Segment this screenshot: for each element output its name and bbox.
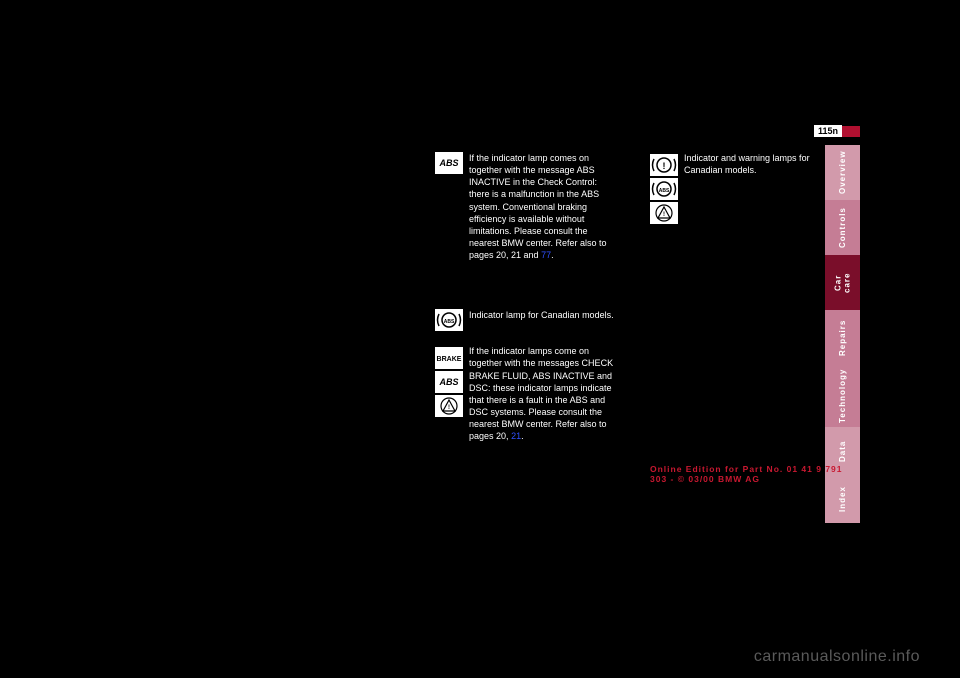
page-number-box: 115n: [814, 125, 860, 137]
column-2: ABS If the indicator lamp comes on toget…: [435, 152, 615, 442]
tab-overview[interactable]: Overview: [825, 145, 860, 200]
svg-text:ABS: ABS: [438, 377, 458, 387]
abs-icon-text: ABS: [439, 158, 458, 168]
canadian-icon-stack: ! ABS !: [650, 154, 678, 226]
svg-text:!: !: [448, 405, 450, 411]
abs-text-block: If the indicator lamp comes on together …: [469, 152, 615, 261]
abs-paragraph: If the indicator lamp comes on together …: [469, 153, 607, 260]
multi-warning-text: If the indicator lamps come on together …: [469, 345, 615, 442]
multi-warning-row: BRAKE ABS ! If the indicator lamps come …: [435, 345, 615, 442]
svg-text:BRAKE: BRAKE: [437, 356, 462, 363]
dsc-triangle-icon: !: [435, 395, 463, 417]
tab-carcare[interactable]: Car care: [825, 255, 860, 310]
brake-warning-icon: !: [650, 154, 678, 176]
canadian-label: Indicator lamp for Canadian models.: [469, 309, 615, 331]
abs-circle-icon: ABS: [650, 178, 678, 200]
abs-row: ABS If the indicator lamp comes on toget…: [435, 152, 615, 261]
svg-text:ABS: ABS: [659, 188, 670, 194]
canadian-abs-row: ABS Indicator lamp for Canadian models.: [435, 309, 615, 331]
warning-icon-stack: BRAKE ABS !: [435, 347, 463, 440]
tab-controls[interactable]: Controls: [825, 200, 860, 255]
page-container: 115n Overview Controls Car care Repairs …: [100, 40, 860, 600]
watermark: carmanualsonline.info: [754, 648, 920, 666]
canadian-triple-row: ! ABS ! Indicator and warning lamps for …: [650, 152, 830, 228]
brake-text-icon: BRAKE: [435, 347, 463, 369]
abs-icon: ABS: [435, 152, 463, 174]
footer-edition-link[interactable]: Online Edition for Part No. 01 41 9 791 …: [650, 464, 860, 484]
page-link-21[interactable]: 21: [511, 431, 521, 441]
column-3: ! ABS ! Indicator and warning lamps for …: [650, 152, 830, 228]
canadian-label-2: Indicator and warning lamps for Canadian…: [684, 152, 830, 228]
dsc-circle-icon: !: [650, 202, 678, 224]
svg-text:ABS: ABS: [444, 319, 455, 325]
tab-repairs[interactable]: Repairs: [825, 310, 860, 365]
svg-text:!: !: [663, 212, 665, 218]
accent-bar: [842, 126, 860, 137]
page-link-77[interactable]: 77: [541, 250, 551, 260]
page-number: 115n: [814, 125, 842, 137]
multi-warning-paragraph: If the indicator lamps come on together …: [469, 346, 613, 441]
tab-technology[interactable]: Technology: [825, 365, 860, 427]
abs-text-icon: ABS: [435, 371, 463, 393]
svg-text:!: !: [663, 161, 666, 171]
abs-canadian-icon: ABS: [435, 309, 463, 331]
